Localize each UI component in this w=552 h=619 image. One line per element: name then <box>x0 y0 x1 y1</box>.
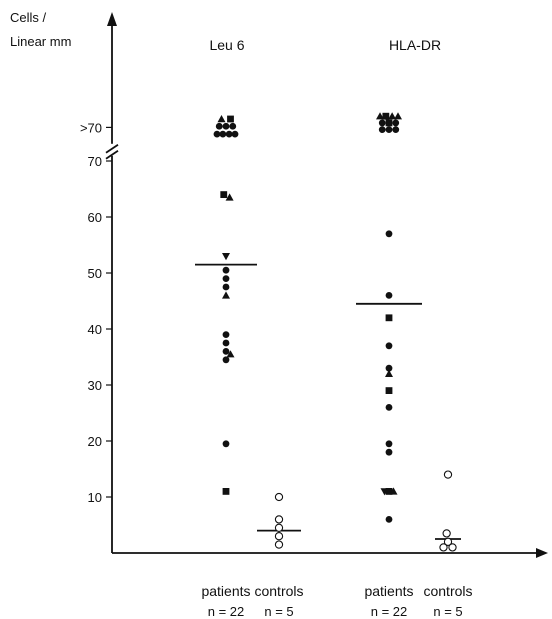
data-point-square <box>220 191 228 198</box>
data-point-circle <box>392 126 400 134</box>
data-point-open-circle <box>274 515 284 524</box>
data-point-circle <box>385 448 393 456</box>
data-point-circle <box>385 364 393 372</box>
y-ticks: 10 20 30 40 50 60 70 >70 <box>80 120 112 505</box>
group-title: HLA-DR <box>389 37 441 53</box>
category-label: patients <box>364 583 413 599</box>
data-point-circle <box>225 130 233 138</box>
data-point-circle <box>385 292 393 299</box>
y-tick-label: 70 <box>88 154 102 169</box>
axes <box>105 12 548 558</box>
group-title: Leu 6 <box>209 37 244 53</box>
y-axis-label: Cells / <box>10 10 47 25</box>
data-point-triangle <box>376 112 384 120</box>
data-point-circle <box>222 283 230 291</box>
data-point-triangle <box>217 115 226 123</box>
data-point-circle <box>378 119 386 127</box>
data-point-square <box>382 112 390 120</box>
data-point-circle <box>222 266 230 274</box>
x-axis-arrow <box>536 548 548 558</box>
data-point-open-circle <box>439 543 448 552</box>
y-tick-label: 40 <box>88 322 102 337</box>
y-tick-label: 10 <box>88 490 102 505</box>
y-tick-label: >70 <box>80 120 102 135</box>
data-point-circle <box>385 342 393 350</box>
n-label: n = 5 <box>433 604 462 619</box>
data-point-open-circle <box>448 543 457 552</box>
data-point-square <box>222 488 230 495</box>
data-point-square <box>385 314 393 322</box>
data-point-circle <box>378 126 386 134</box>
data-point-circle <box>213 130 221 138</box>
data-point-open-circle <box>274 492 284 502</box>
data-point-open-circle <box>442 529 451 538</box>
data-point-open-circle <box>443 470 453 479</box>
data-point-square <box>385 119 393 127</box>
y-tick-label: 30 <box>88 378 102 393</box>
data-point-circle <box>222 440 230 448</box>
data-point-circle <box>385 516 393 523</box>
data-point-triangle-down <box>222 253 230 261</box>
data-point-triangle <box>225 193 234 201</box>
data-point-triangle <box>385 369 393 377</box>
data-point-circle <box>222 356 230 364</box>
data-point-circle <box>392 119 400 127</box>
data-point-circle <box>222 331 230 338</box>
data-point-triangle <box>226 350 235 358</box>
data-point-triangle <box>222 291 230 299</box>
data-point-circle <box>385 440 393 448</box>
data-point-circle <box>222 339 230 347</box>
y-axis-break-mark <box>105 150 119 160</box>
data-point-circle <box>215 122 223 130</box>
data-points <box>213 112 457 552</box>
data-point-circle <box>385 404 393 411</box>
data-point-open-circle <box>274 532 284 541</box>
data-point-square <box>227 115 234 123</box>
data-point-open-circle <box>274 540 284 549</box>
data-point-triangle <box>389 487 398 495</box>
data-point-circle <box>231 130 239 138</box>
y-tick-label: 60 <box>88 210 102 225</box>
data-point-square <box>385 387 393 394</box>
data-point-circle <box>385 126 393 134</box>
n-label: n = 22 <box>208 604 245 619</box>
y-axis-break-mark <box>105 144 119 154</box>
data-point-circle <box>229 122 237 130</box>
n-label: n = 22 <box>371 604 408 619</box>
data-point-circle <box>219 130 227 138</box>
n-label: n = 5 <box>264 604 293 619</box>
y-tick-label: 20 <box>88 434 102 449</box>
data-point-circle <box>385 230 393 238</box>
category-label: controls <box>254 583 303 599</box>
y-axis-arrow <box>107 12 117 26</box>
medians <box>195 263 461 540</box>
y-tick-label: 50 <box>88 266 102 281</box>
data-point-triangle <box>394 112 402 120</box>
data-point-circle <box>222 275 230 282</box>
labels: Cells / Linear mm Leu 6 patients n = 22 contr… <box>10 10 473 619</box>
category-label: controls <box>423 583 472 599</box>
category-label: patients <box>201 583 250 599</box>
data-point-circle <box>222 122 230 130</box>
data-point-open-circle <box>443 537 453 546</box>
y-axis-label: Linear mm <box>10 34 71 49</box>
data-point-open-circle <box>274 523 284 532</box>
data-point-square <box>385 488 393 495</box>
data-point-triangle <box>388 112 397 120</box>
data-point-circle <box>222 348 230 355</box>
